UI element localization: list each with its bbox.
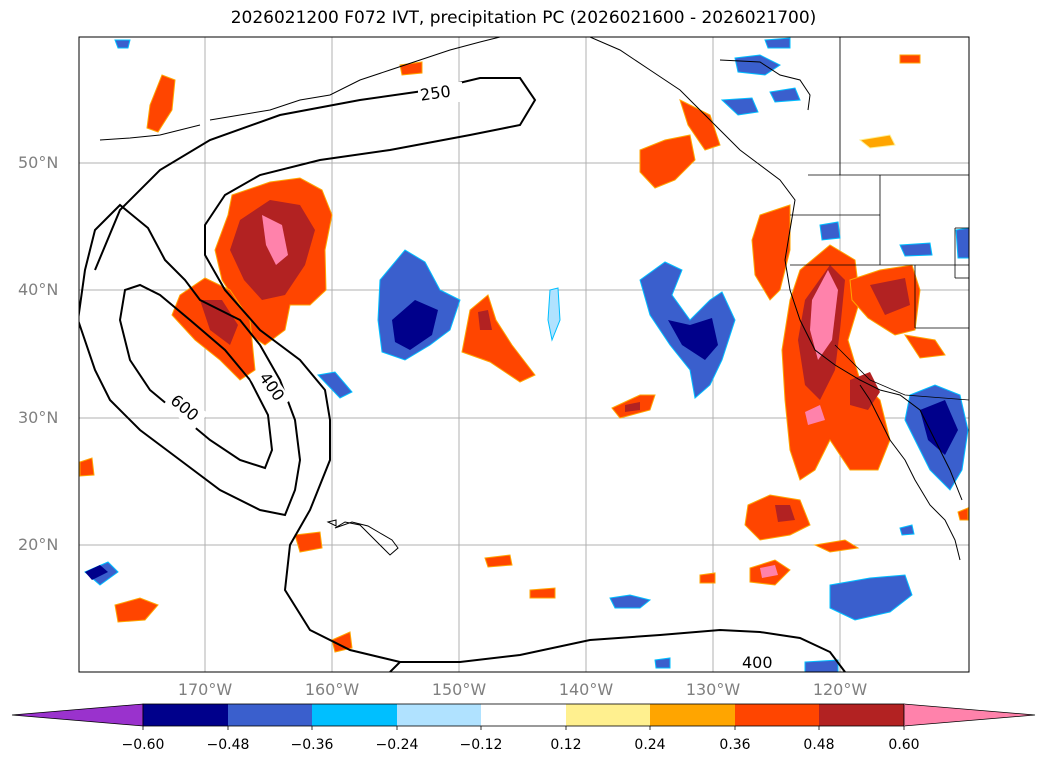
map-title: 2026021200 F072 IVT, precipitation PC (2… <box>230 8 817 28</box>
colorbar-segment <box>735 704 819 726</box>
borders <box>790 37 969 401</box>
map-frame <box>78 36 970 673</box>
precip-blob-nw <box>146 74 176 133</box>
colorbar-extend-right <box>903 703 1036 727</box>
colorbar-tick-label: −0.48 <box>206 737 250 753</box>
lat-label-40n: 40°N <box>18 280 59 299</box>
colorbar-tick-label: −0.12 <box>459 737 503 753</box>
colorbar-segment <box>228 704 312 726</box>
colorbar-segment <box>312 704 397 726</box>
coastlines <box>99 37 963 561</box>
lat-label-20n: 20°N <box>18 535 59 554</box>
colorbar-segment <box>397 704 481 726</box>
colorbar-tick-label: 0.36 <box>719 737 751 753</box>
colorbar <box>11 703 1036 730</box>
lon-label-140w: 140°W <box>558 680 614 699</box>
colorbar-tick-label: −0.24 <box>375 737 419 753</box>
lon-label-120w: 120°W <box>812 680 868 699</box>
colorbar-tick-label: 0.60 <box>888 737 920 753</box>
lat-label-50n: 50°N <box>18 153 59 172</box>
colorbar-segment <box>481 704 566 726</box>
colorbar-segment <box>566 704 650 726</box>
colorbar-tick-label: 0.24 <box>634 737 666 753</box>
ivt-contour-400-south <box>389 661 460 672</box>
colorbar-tick-label: −0.60 <box>121 737 165 753</box>
lon-label-170w: 170°W <box>177 680 233 699</box>
precip-blob-bc <box>639 134 696 189</box>
lon-label-160w: 160°W <box>304 680 360 699</box>
colorbar-segment <box>650 704 735 726</box>
lon-label-150w: 150°W <box>431 680 487 699</box>
colorbar-tick-label: −0.36 <box>290 737 334 753</box>
contour-label-250: 250 <box>419 82 452 105</box>
colorbar-tick-label: 0.48 <box>803 737 835 753</box>
lat-label-30n: 30°N <box>18 408 59 427</box>
colorbar-segment <box>143 704 228 726</box>
contour-label-400-south: 400 <box>742 653 773 672</box>
colorbar-extend-left <box>11 703 144 727</box>
positive-precip-areas <box>79 54 969 653</box>
lon-label-130w: 130°W <box>685 680 741 699</box>
ivt-contour-600 <box>118 283 274 470</box>
colorbar-segment <box>819 704 904 726</box>
precip-blob-west-coast <box>751 204 791 301</box>
colorbar-tick-label: 0.12 <box>550 737 582 753</box>
